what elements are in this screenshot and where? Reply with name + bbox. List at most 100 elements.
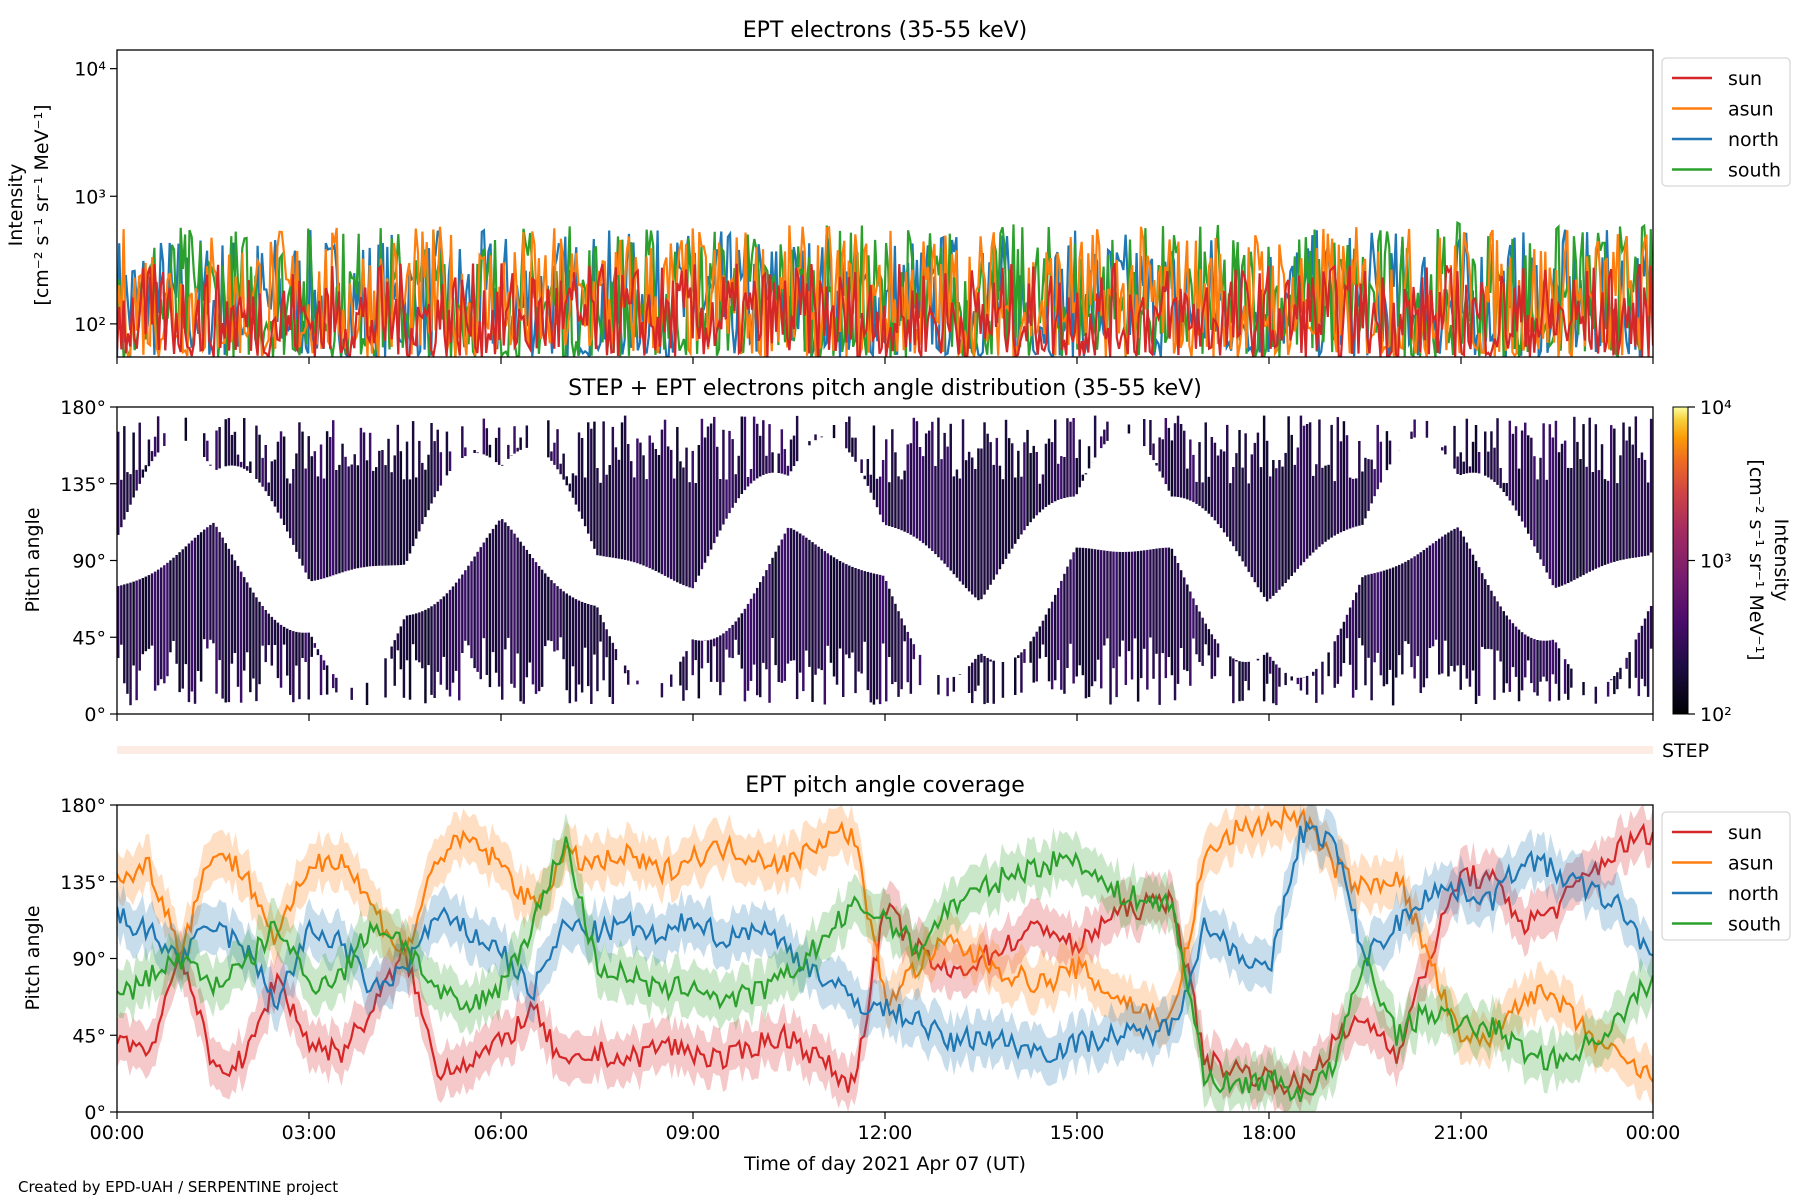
pad-cell (227, 548, 231, 703)
pad-cell (1158, 548, 1161, 705)
pad-cell (147, 439, 151, 467)
pad-cell (590, 604, 593, 704)
pad-cell (1646, 482, 1650, 556)
pad-cell (765, 570, 768, 670)
pad-cell (513, 533, 516, 688)
pad-cell (1130, 551, 1134, 680)
pad-cell (1038, 483, 1042, 513)
pad-cell (685, 651, 688, 691)
pad-cell (504, 522, 507, 650)
pad-cell (1373, 573, 1376, 663)
pad-cell (1355, 592, 1358, 690)
pad-cell (289, 630, 292, 695)
pad-cell (261, 606, 264, 646)
pad-cell (1594, 424, 1598, 569)
pad-cell (1502, 482, 1505, 492)
pad-cell (1422, 550, 1426, 688)
pad-cell (577, 600, 581, 685)
pad-cell (1441, 447, 1444, 451)
pad-cell (1001, 479, 1005, 565)
pad-cell (1610, 425, 1613, 563)
coverage-y-label: Pitch angle (22, 905, 44, 1010)
pad-cell (590, 428, 593, 542)
pad-cell (1023, 442, 1026, 531)
pad-cell (1413, 419, 1416, 438)
pad-cell (811, 542, 814, 702)
pad-cell (946, 446, 949, 568)
pad-cell (995, 437, 999, 575)
pad-cell (679, 461, 682, 584)
pad-cell (491, 528, 495, 653)
pad-cell (961, 419, 965, 585)
pad-cell (1373, 469, 1376, 497)
pad-cell (1419, 552, 1422, 693)
pad-cell (885, 439, 888, 526)
pad-cell (289, 483, 292, 539)
pad-cell (1284, 452, 1287, 583)
pad-cell (1530, 437, 1533, 540)
pad-cell (1490, 590, 1493, 650)
pad-cell (1100, 550, 1103, 689)
pad-cell (347, 466, 350, 571)
pad-cell (1499, 468, 1502, 489)
step-coverage-strip (117, 746, 1653, 754)
pad-cell (421, 462, 424, 525)
pad-cell (1382, 570, 1386, 687)
pad-cell (458, 578, 461, 701)
pad-cell (1351, 600, 1355, 698)
pad-cell (384, 465, 387, 566)
pad-cell (319, 654, 323, 696)
pad-cell (1152, 443, 1155, 461)
pitch-angle-distribution-panel: STEP + EPT electrons pitch angle distrib… (22, 376, 1792, 762)
pad-cell (593, 605, 596, 655)
pad-cell (989, 442, 992, 585)
pad-cell (193, 537, 197, 704)
y-tick-label: 90° (72, 551, 106, 573)
pad-cell (218, 427, 221, 469)
pad-cell (722, 633, 725, 683)
pad-cell (1035, 631, 1038, 682)
pad-cell (1591, 472, 1595, 571)
pad-cell (1505, 615, 1508, 684)
pad-cell (488, 444, 492, 458)
pad-cell (166, 562, 169, 677)
pad-cell (1278, 460, 1281, 590)
pad-cell (332, 420, 335, 576)
pad-cell (215, 526, 218, 694)
pad-cell (325, 665, 329, 695)
pad-cell (832, 425, 836, 439)
pad-cell (1487, 451, 1490, 478)
pad-cell (1007, 438, 1011, 554)
pad-cell (823, 551, 827, 705)
pad-cell (845, 422, 848, 449)
pad-cell (1536, 640, 1539, 696)
pad-cell (583, 477, 587, 527)
pad-cell (553, 442, 556, 465)
legend-label-north: north (1728, 129, 1779, 151)
pad-cell (1164, 547, 1168, 679)
pad-cell (1038, 626, 1042, 659)
pad-cell (848, 416, 851, 453)
pad-cell (971, 457, 974, 595)
pad-cell (829, 555, 833, 663)
pad-cell (713, 638, 716, 647)
pad-cell (1465, 542, 1469, 679)
pad-cell (258, 434, 261, 483)
pad-cell (580, 438, 584, 519)
pad-cell (627, 670, 630, 685)
pad-cell (891, 596, 894, 685)
pad-cell (1637, 632, 1641, 697)
pad-cell (1567, 467, 1570, 583)
pad-cell (525, 549, 529, 678)
pad-cell (239, 571, 243, 703)
pad-cell (1474, 560, 1478, 704)
pad-cell (1539, 640, 1542, 682)
pad-cell (645, 479, 648, 567)
pad-cell (310, 636, 313, 657)
pad-cell (1321, 661, 1324, 695)
pad-cell (276, 441, 280, 513)
pad-cell (1063, 457, 1066, 498)
pad-cell (1204, 422, 1207, 511)
pad-cell (1391, 567, 1395, 706)
pad-cell (568, 483, 572, 492)
